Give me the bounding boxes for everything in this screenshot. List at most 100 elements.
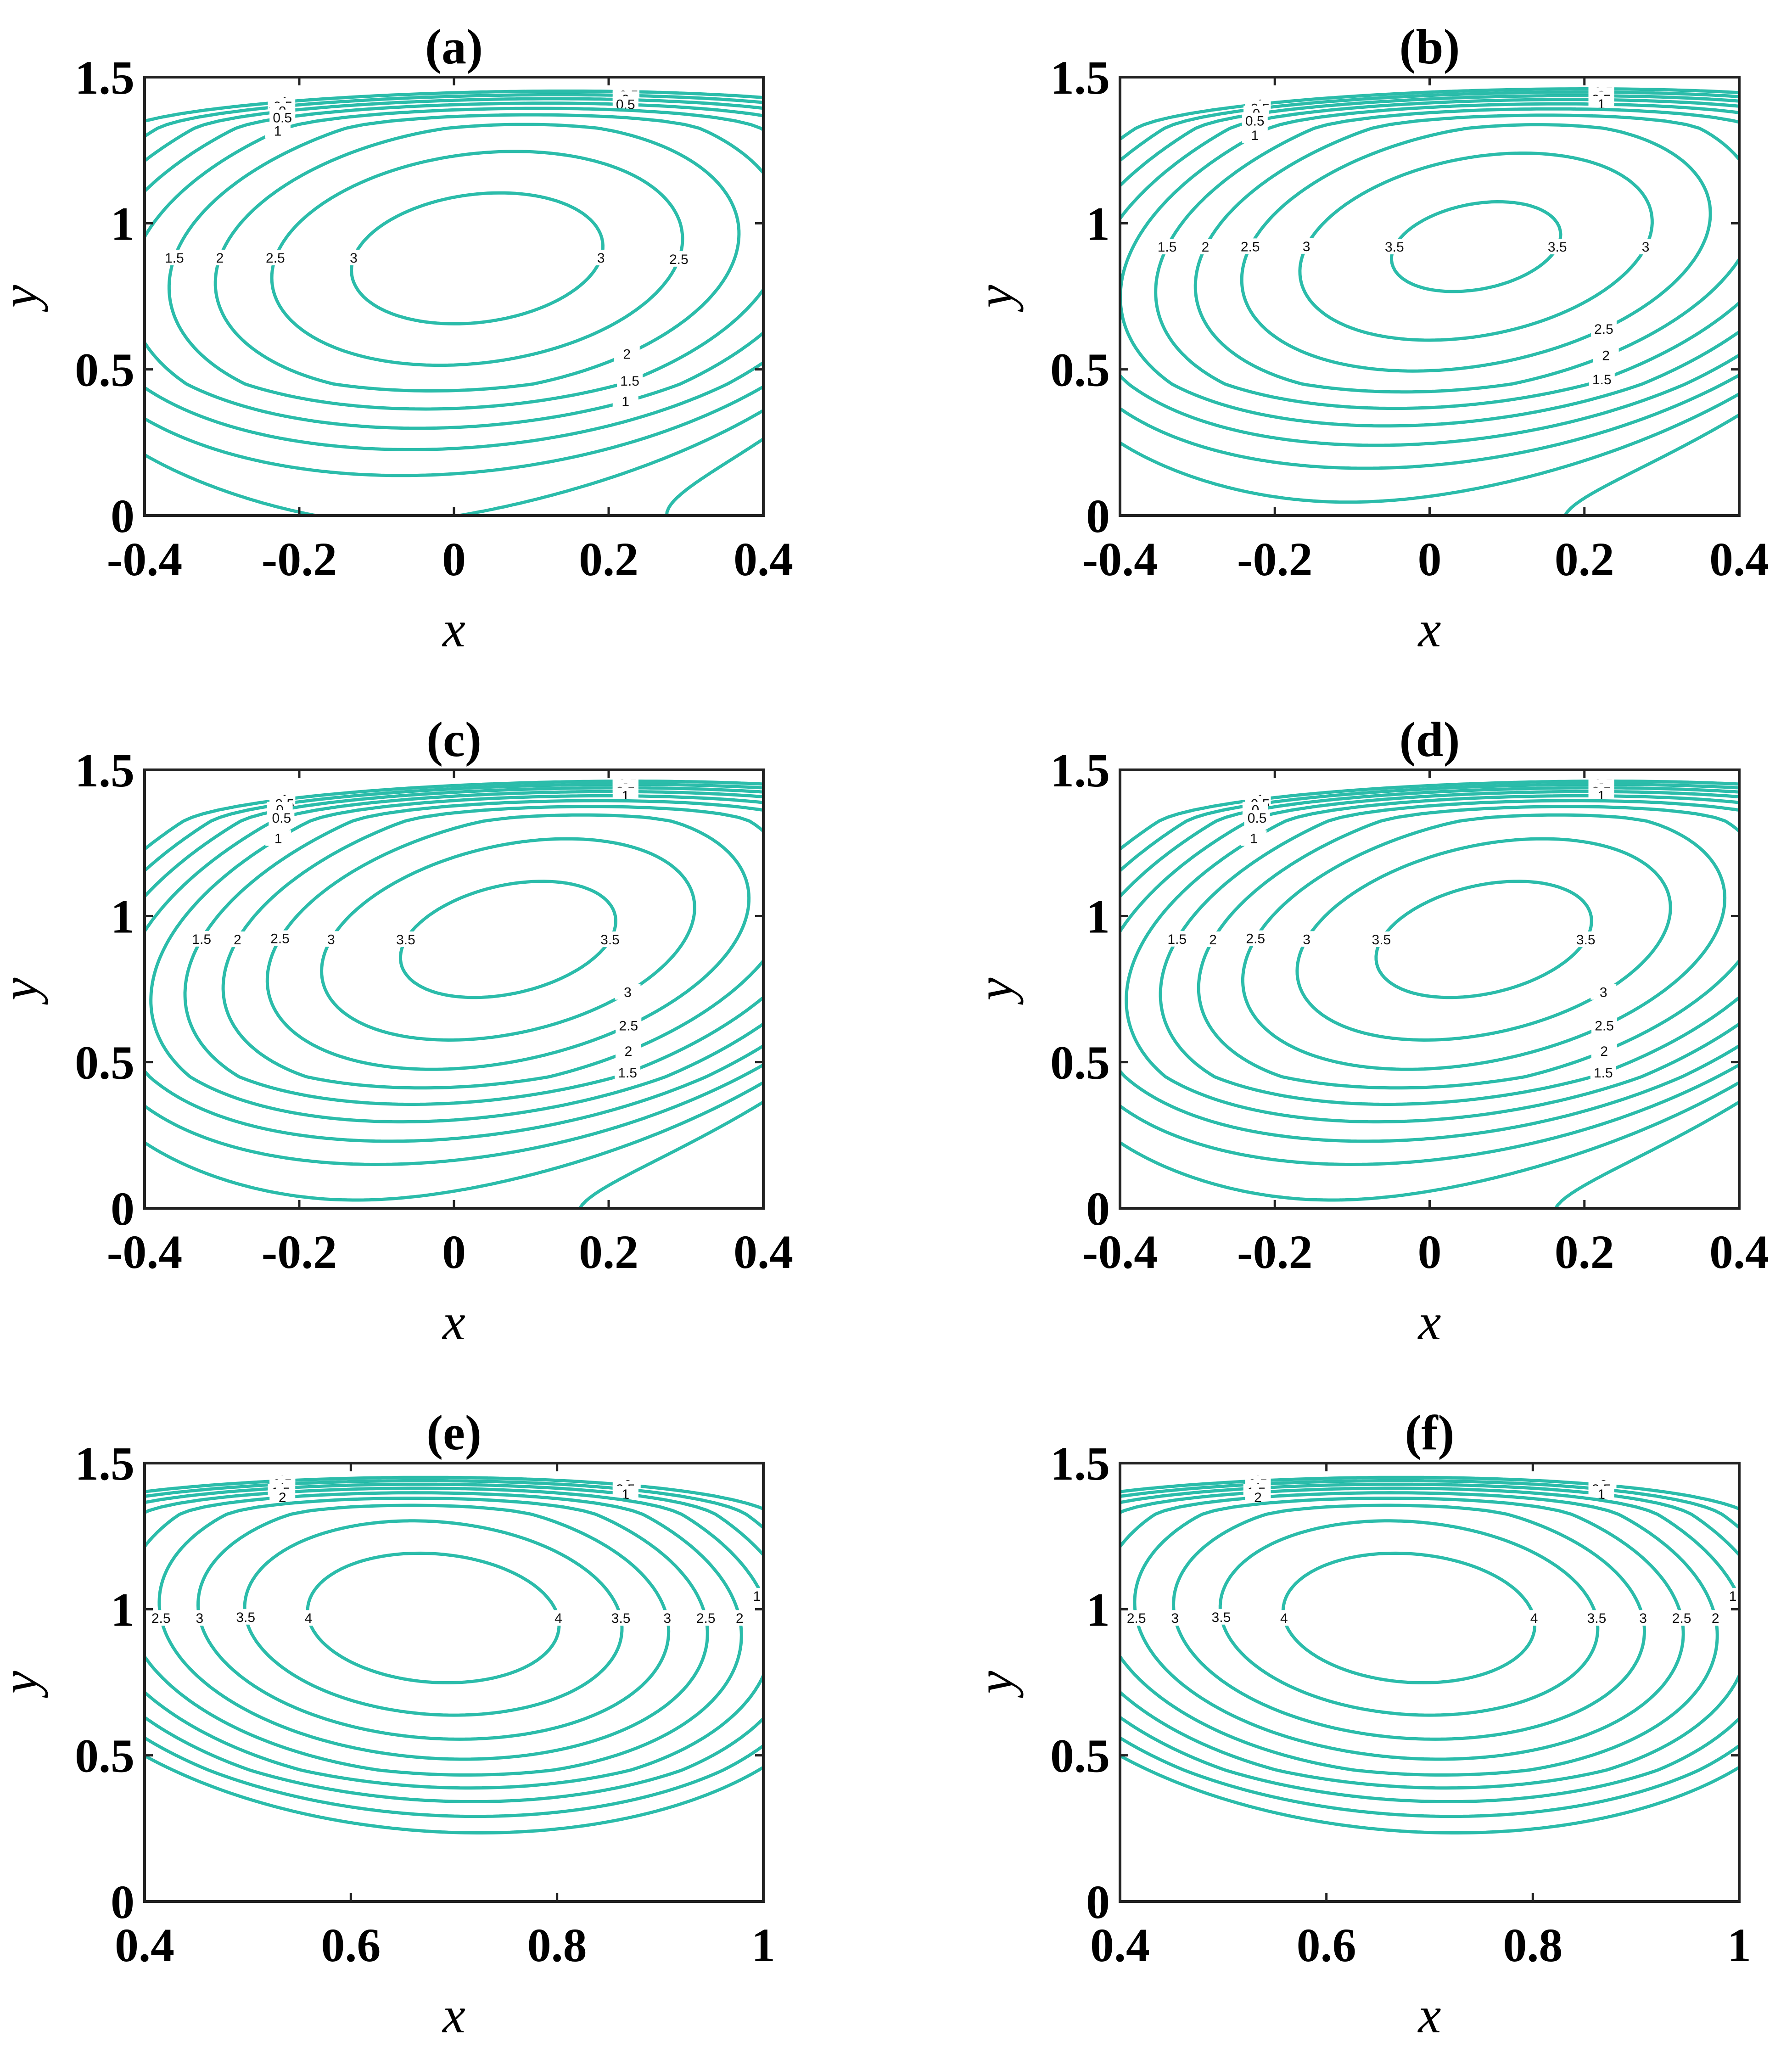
contour-label-bg: [616, 1017, 642, 1033]
x-tick-label: 0.4: [1709, 1226, 1769, 1279]
panel-b: -1-1-0.5-0.5000.50.5111.51.5222.52.5333.…: [967, 20, 1769, 658]
contour-label: 3.5: [611, 1611, 631, 1626]
contour-label-bg: [269, 109, 296, 125]
contour-label-bg: [269, 809, 295, 825]
contour-label: 2.5: [1241, 239, 1260, 254]
x-axis-label: x: [442, 1294, 465, 1351]
contour-level--1: [1120, 780, 1739, 1208]
x-tick-label: 0.4: [1090, 1919, 1150, 1972]
contour-label-bg: [1521, 1610, 1547, 1626]
panel-title: (b): [1400, 20, 1460, 74]
contour-level-3.5: [399, 880, 617, 999]
axes-frame: [143, 768, 765, 1210]
contour-label: 2.5: [266, 251, 285, 266]
y-tick-label: 0.5: [1050, 1730, 1110, 1783]
y-tick-label: 1.5: [75, 1437, 134, 1490]
contour-label-bg: [161, 249, 187, 265]
contour-level-3.5: [1374, 880, 1593, 999]
contour-label: 2.5: [696, 1611, 716, 1626]
contour-label-bg: [588, 249, 614, 265]
contour-label-bg: [341, 249, 367, 265]
contour-label-bg: [1243, 930, 1269, 946]
x-tick-label: 0.2: [579, 533, 638, 586]
contour-level-0.5: [145, 790, 763, 1143]
x-tick-label: -0.2: [262, 1226, 337, 1279]
x-tick-label: 0.6: [1297, 1919, 1356, 1972]
y-tick-label: 0: [111, 490, 134, 543]
contour-level-3.5: [243, 1519, 624, 1717]
x-tick-label: -0.2: [1237, 1226, 1313, 1279]
contour-level--0.5: [145, 783, 763, 1202]
x-tick-label: -0.2: [262, 533, 337, 586]
contour-label: 3: [1303, 239, 1310, 254]
axes-frame: [1119, 768, 1741, 1210]
contour-label: 3.5: [1587, 1611, 1607, 1626]
contour-level-4: [306, 1551, 561, 1684]
contour-label: 2.5: [1595, 1018, 1614, 1033]
contour-label-bg: [1589, 371, 1615, 387]
contour-label-bg: [617, 372, 643, 388]
y-tick-label: 1: [1086, 197, 1110, 250]
contour-label-bg: [148, 1610, 174, 1626]
contour-label: 3: [1639, 1611, 1647, 1626]
x-tick-label: -0.4: [107, 533, 183, 586]
contour-level--0.5: [1120, 783, 1739, 1202]
y-tick-label: 1.5: [75, 744, 134, 797]
contour-label-bg: [1702, 1610, 1729, 1626]
y-axis-label: y: [0, 285, 48, 312]
y-tick-label: 1.5: [1050, 1437, 1110, 1490]
contour-label: 1.5: [1729, 1589, 1748, 1604]
contour-level-2.5: [157, 1497, 709, 1761]
contour-label: 3: [624, 985, 632, 1000]
contour-label: 3.5: [1576, 932, 1596, 948]
contour-label: 1.5: [620, 374, 639, 389]
contour-label-bg: [1590, 320, 1617, 337]
contour-label-bg: [1208, 1609, 1234, 1625]
y-tick-label: 0.5: [75, 1037, 134, 1089]
contour-label: 3: [1171, 1611, 1179, 1626]
contour-level-1.5: [145, 1486, 763, 1790]
contour-label: 1: [622, 394, 629, 409]
contour-level-2.5: [1240, 123, 1712, 373]
contour-label: 1.5: [618, 1066, 637, 1081]
x-tick-label: 0.8: [527, 1919, 587, 1972]
contour-label: 3: [1600, 985, 1607, 1000]
y-tick-label: 0.5: [1050, 344, 1110, 397]
contour-label: 3: [597, 251, 605, 266]
contour-label: 1: [622, 1487, 629, 1502]
contour-level-0.5: [1120, 1479, 1739, 1818]
x-tick-label: 0.4: [734, 533, 793, 586]
contour-label-bg: [1590, 984, 1617, 1000]
contour-level-4: [1281, 1551, 1537, 1684]
contour-label: 2.5: [1127, 1611, 1146, 1626]
contour-label: 2.5: [669, 252, 689, 267]
contour-label-bg: [1591, 1017, 1618, 1033]
x-tick-label: 0.4: [115, 1919, 174, 1972]
contour-label-bg: [614, 346, 640, 362]
contour-level-3: [320, 837, 696, 1042]
contour-label-bg: [233, 1609, 259, 1625]
contour-label-bg: [1669, 1610, 1695, 1626]
contour-level--0.5: [145, 93, 763, 516]
y-axis-label: y: [0, 1671, 48, 1698]
contour-label: 3: [663, 1611, 671, 1626]
contour-label-bg: [318, 931, 344, 947]
x-tick-label: 0: [1418, 533, 1442, 586]
contour-label: 2.5: [151, 1611, 171, 1626]
panel-a: -1-1-0.5-0.5000.50.5111.51.5222.52.533-0…: [0, 20, 793, 658]
contour-label-bg: [1633, 239, 1659, 255]
y-tick-label: 1: [111, 197, 134, 250]
contour-label-bg: [1630, 1610, 1656, 1626]
contour-level-0.5: [1120, 790, 1739, 1143]
contour-level-2: [1120, 1491, 1719, 1777]
contour-level--0.5: [1120, 90, 1739, 504]
contour-label-bg: [727, 1610, 753, 1626]
panel-f: 000.50.5111.51.5222.52.5333.53.5440.40.6…: [967, 1406, 1751, 2044]
contour-level-3: [196, 1503, 671, 1741]
contour-lines: -1-1-0.5-0.5000.50.5111.51.5222.52.5333.…: [1120, 773, 1739, 1208]
panel-title: (a): [425, 20, 483, 74]
x-tick-label: -0.4: [1082, 1226, 1158, 1279]
x-tick-label: 0: [442, 533, 466, 586]
contour-label: 1: [1597, 1487, 1605, 1502]
